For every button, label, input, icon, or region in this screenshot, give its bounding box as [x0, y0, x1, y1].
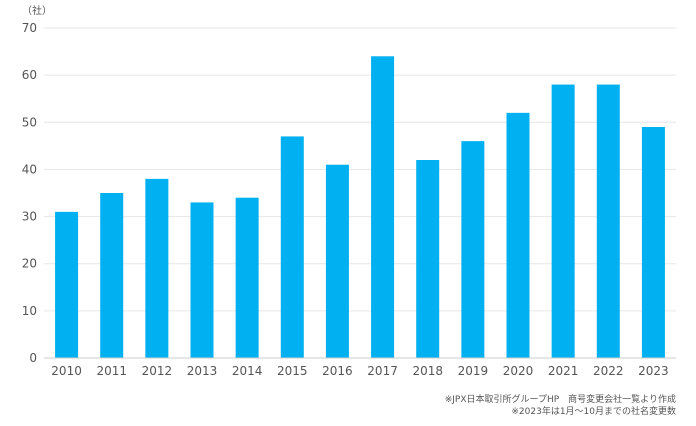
- x-tick-label: 2017: [367, 364, 398, 378]
- bar-2019: [461, 141, 485, 358]
- x-tick-label: 2012: [142, 364, 173, 378]
- y-tick-label: 40: [22, 162, 37, 176]
- y-tick-label: 70: [22, 21, 37, 35]
- bar-2021: [551, 84, 575, 359]
- bar-2020: [506, 112, 530, 358]
- bars: [55, 56, 665, 359]
- y-axis-tick-labels: 0 10 20 30 40 50 60 70: [22, 21, 37, 365]
- bar-2013: [190, 202, 214, 358]
- y-tick-label: 50: [22, 115, 37, 129]
- bar-2012: [145, 178, 169, 358]
- x-axis-tick-labels: 2010 2011 2012 2013 2014 2015 2016 2017 2018 2019…: [51, 364, 668, 378]
- x-tick-label: 2020: [503, 364, 534, 378]
- x-tick-label: 2010: [51, 364, 82, 378]
- bar-2016: [325, 164, 349, 358]
- data-period-note: ※2023年は1月～10月までの社名変更数: [511, 405, 676, 417]
- bar-2023: [641, 127, 665, 358]
- y-tick-label: 60: [22, 68, 37, 82]
- bar-2011: [100, 193, 124, 358]
- y-tick-label: 30: [22, 210, 37, 224]
- y-tick-label: 0: [29, 351, 37, 365]
- x-tick-label: 2011: [96, 364, 127, 378]
- source-note: ※JPX日本取引所グループHP 商号変更会社一覧より作成: [445, 393, 676, 405]
- x-tick-label: 2016: [322, 364, 353, 378]
- bar-2022: [596, 84, 620, 359]
- x-tick-label: 2018: [412, 364, 443, 378]
- bar-2010: [55, 211, 79, 358]
- gridlines: [44, 27, 676, 312]
- y-axis-unit-label: （社）: [22, 4, 52, 17]
- x-tick-label: 2019: [458, 364, 489, 378]
- bar-2015: [280, 136, 304, 358]
- x-tick-label: 2013: [187, 364, 218, 378]
- x-tick-label: 2021: [548, 364, 579, 378]
- bar-2017: [371, 56, 395, 359]
- bar-2018: [416, 160, 440, 358]
- x-tick-label: 2014: [232, 364, 263, 378]
- y-tick-label: 10: [22, 304, 37, 318]
- bar-2014: [235, 197, 259, 358]
- x-tick-label: 2015: [277, 364, 308, 378]
- x-tick-label: 2023: [638, 364, 669, 378]
- y-tick-label: 20: [22, 257, 37, 271]
- x-tick-label: 2022: [593, 364, 624, 378]
